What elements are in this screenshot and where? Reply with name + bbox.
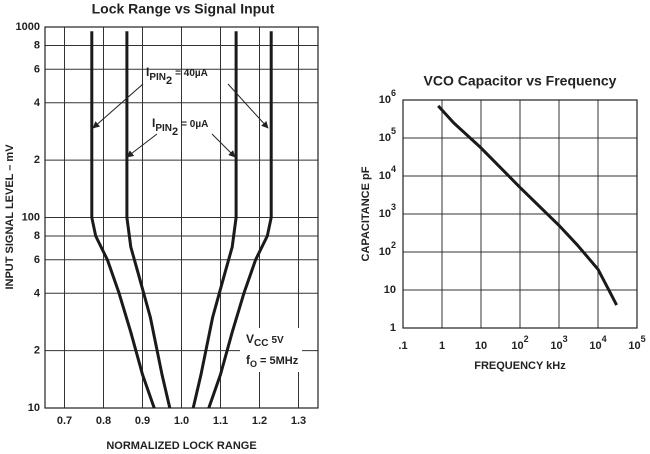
x-tick-label: .1	[398, 340, 407, 352]
y-tick-label-power: 6	[391, 88, 396, 98]
y-tick-label-power: 4	[391, 164, 396, 174]
y-tick-label: 104	[379, 164, 396, 182]
curve	[437, 104, 618, 306]
y-tick-label: 105	[379, 126, 396, 144]
plot-frame	[402, 99, 638, 329]
x-tick-label: 0.8	[96, 415, 111, 427]
x-tick-label-base: .1	[398, 340, 407, 352]
arrow	[126, 133, 158, 158]
y-tick-label: 2	[34, 154, 40, 166]
annotation: IPIN2= 40µA	[146, 65, 208, 87]
x-tick-label: 1.1	[213, 415, 228, 427]
x-tick-label: 0.9	[135, 415, 150, 427]
x-tick-label-base: 10	[628, 340, 640, 352]
annotation-part: 2	[172, 126, 178, 138]
y-tick-label: 102	[379, 240, 396, 258]
y-tick-label: 2	[34, 345, 40, 357]
annotation: VCC 5V	[246, 332, 284, 349]
y-tick-label-base: 10	[379, 246, 391, 258]
annotation-part: = 0µA	[181, 119, 208, 130]
curve	[191, 31, 238, 409]
annotation-part: 5V	[271, 335, 284, 346]
annotation-part: 2	[166, 75, 172, 87]
y-tick-label: 10	[384, 284, 396, 296]
x-tick-label: 1.3	[291, 415, 306, 427]
annotation-part: I	[146, 65, 149, 79]
arrow	[211, 133, 236, 158]
y-tick-label: 6	[34, 254, 40, 266]
y-tick-label-base: 8	[34, 230, 40, 242]
y-tick-label-base: 6	[34, 254, 40, 266]
y-tick-label-power: 2	[391, 240, 396, 250]
y-tick-label: 106	[379, 88, 396, 106]
y-tick-label-base: 2	[34, 345, 40, 357]
annotation-part: O	[250, 359, 257, 369]
y-tick-label: 103	[379, 202, 396, 220]
annotation: fO = 5MHz	[246, 353, 299, 369]
y-tick-label: 8	[34, 39, 40, 51]
annotation: IPIN2= 0µA	[152, 116, 208, 138]
arrow	[227, 83, 269, 129]
y-tick-label-base: 8	[34, 39, 40, 51]
x-tick-label: 1.2	[252, 415, 267, 427]
x-axis-label: NORMALIZED LOCK RANGE	[106, 440, 256, 452]
x-tick-label-base: 1.0	[174, 415, 189, 427]
curve	[90, 31, 156, 409]
y-tick-label-base: 10	[379, 170, 391, 182]
annotation-part: PIN	[155, 123, 172, 134]
x-tick-label: 105	[628, 334, 645, 352]
y-tick-label-base: 10	[379, 208, 391, 220]
annotation-part: CC	[254, 338, 268, 349]
arrow	[92, 83, 144, 129]
x-tick-label-power: 4	[602, 334, 607, 344]
chart-title: Lock Range vs Signal Input	[92, 1, 275, 17]
annotation-part: = 5MHz	[260, 355, 299, 367]
x-tick-label: 1	[439, 340, 445, 352]
y-tick-label: 4	[34, 287, 41, 299]
x-tick-label-power: 5	[641, 334, 646, 344]
y-tick-label-base: 10	[379, 132, 391, 144]
annotation-part: PIN	[149, 72, 166, 83]
curve	[207, 31, 273, 409]
x-tick-label: 10	[475, 340, 487, 352]
y-tick-label-power: 5	[391, 126, 396, 136]
x-tick-label: 1.0	[174, 415, 189, 427]
y-tick-label: 8	[34, 230, 40, 242]
x-axis-label: FREQUENCY kHz	[474, 360, 566, 372]
y-tick-label-base: 4	[34, 97, 41, 109]
x-tick-label-base: 10	[511, 340, 523, 352]
x-tick-label-power: 2	[524, 334, 529, 344]
annotation-part: = 40µA	[175, 68, 208, 79]
x-tick-label: 102	[511, 334, 528, 352]
y-tick-label: 4	[34, 97, 41, 109]
y-tick-label-power: 3	[391, 202, 396, 212]
y-tick-label-base: 10	[379, 94, 391, 106]
y-axis-label: CAPACITANCE pF	[360, 166, 372, 261]
x-tick-label-base: 10	[550, 340, 562, 352]
annotation-arrows	[92, 83, 269, 158]
y-axis-label: INPUT SIGNAL LEVEL – mV	[4, 144, 16, 290]
y-tick-label-base: 2	[34, 154, 40, 166]
y-tick-label: 1	[390, 322, 396, 334]
y-tick-label: 6	[34, 63, 40, 75]
x-tick-label: 0.7	[57, 415, 72, 427]
x-tick-label: 104	[589, 334, 606, 352]
y-tick-label-base: 6	[34, 63, 40, 75]
y-tick-label: 10	[28, 402, 40, 414]
y-tick-label-base: 4	[34, 287, 41, 299]
plot-frame	[44, 26, 319, 409]
x-tick-label-power: 3	[563, 334, 568, 344]
annotation-box	[240, 328, 302, 372]
annotation-part: V	[246, 332, 254, 346]
annotation-part: f	[246, 353, 251, 367]
x-tick-label: 103	[550, 334, 567, 352]
x-tick-label-base: 10	[589, 340, 601, 352]
annotation-part: I	[152, 116, 155, 130]
curve	[125, 31, 172, 409]
y-tick-label: 1000	[16, 21, 40, 33]
chart-title: VCO Capacitor vs Frequency	[424, 73, 617, 89]
y-tick-label: 100	[22, 211, 40, 223]
